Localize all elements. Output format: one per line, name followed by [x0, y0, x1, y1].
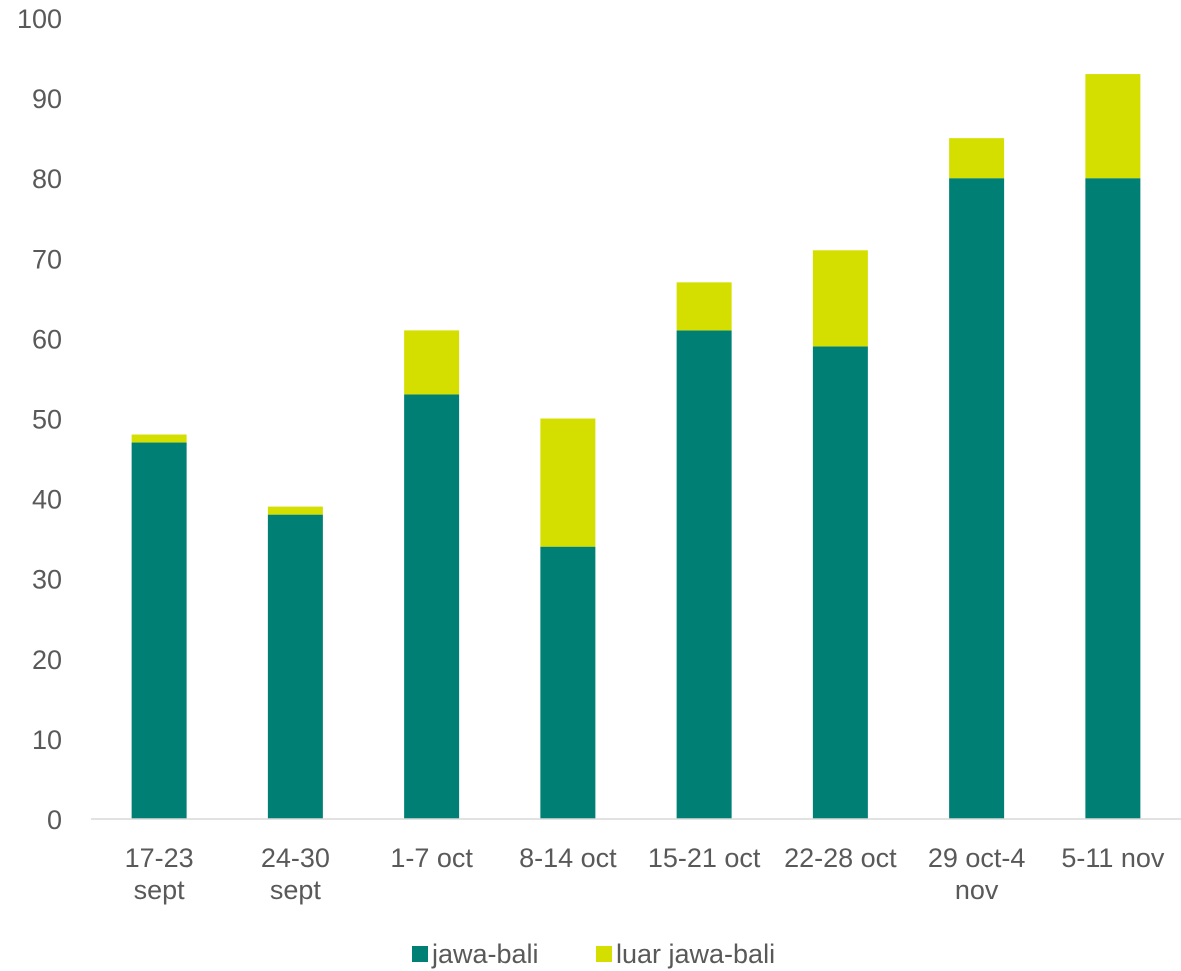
- y-axis-ticks: 0 10 20 30 40 50 60 70 80 90 100: [17, 4, 62, 835]
- bar-segment-luar-jawa-bali: [949, 138, 1005, 179]
- bar-segment-jawa-bali: [540, 546, 596, 819]
- y-tick-label: 0: [47, 805, 62, 835]
- x-tick-label: 22-28 oct: [784, 843, 897, 873]
- legend-label: luar jawa-bali: [616, 939, 775, 969]
- bar-segment-luar-jawa-bali: [267, 506, 323, 515]
- legend: jawa-bali luar jawa-bali: [412, 939, 775, 969]
- x-tick-label: 5-11 nov: [1061, 843, 1165, 873]
- bar-segment-luar-jawa-bali: [131, 434, 187, 443]
- x-tick-label: nov: [955, 875, 999, 905]
- bar-segment-luar-jawa-bali: [540, 418, 596, 547]
- legend-label: jawa-bali: [431, 939, 539, 969]
- bar-segment-luar-jawa-bali: [812, 250, 868, 347]
- y-tick-label: 30: [32, 565, 62, 595]
- x-tick-label: sept: [134, 875, 186, 905]
- y-tick-label: 70: [32, 244, 62, 274]
- x-tick-label: 24-30: [261, 843, 330, 873]
- bar-segment-jawa-bali: [131, 442, 187, 819]
- bar-segment-jawa-bali: [812, 346, 868, 819]
- x-tick-label: 29 oct-4: [928, 843, 1026, 873]
- legend-swatch: [412, 946, 428, 962]
- y-tick-label: 50: [32, 405, 62, 435]
- x-tick-label: 1-7 oct: [390, 843, 473, 873]
- y-tick-label: 80: [32, 164, 62, 194]
- y-tick-label: 100: [17, 4, 62, 34]
- bars: [131, 74, 1141, 819]
- y-tick-label: 20: [32, 645, 62, 675]
- x-tick-label: 17-23: [125, 843, 194, 873]
- x-tick-label: 8-14 oct: [519, 843, 617, 873]
- legend-swatch: [596, 946, 612, 962]
- bar-segment-luar-jawa-bali: [1085, 74, 1141, 179]
- bar-segment-jawa-bali: [404, 394, 460, 819]
- y-tick-label: 60: [32, 324, 62, 354]
- x-tick-label: 15-21 oct: [648, 843, 761, 873]
- bar-segment-jawa-bali: [949, 178, 1005, 819]
- bar-segment-jawa-bali: [267, 514, 323, 819]
- bar-segment-jawa-bali: [676, 330, 732, 819]
- y-tick-label: 10: [32, 725, 62, 755]
- bar-segment-luar-jawa-bali: [404, 330, 460, 395]
- y-tick-label: 40: [32, 485, 62, 515]
- bar-segment-jawa-bali: [1085, 178, 1141, 819]
- y-tick-label: 90: [32, 84, 62, 114]
- bar-segment-luar-jawa-bali: [676, 282, 732, 331]
- x-tick-label: sept: [270, 875, 322, 905]
